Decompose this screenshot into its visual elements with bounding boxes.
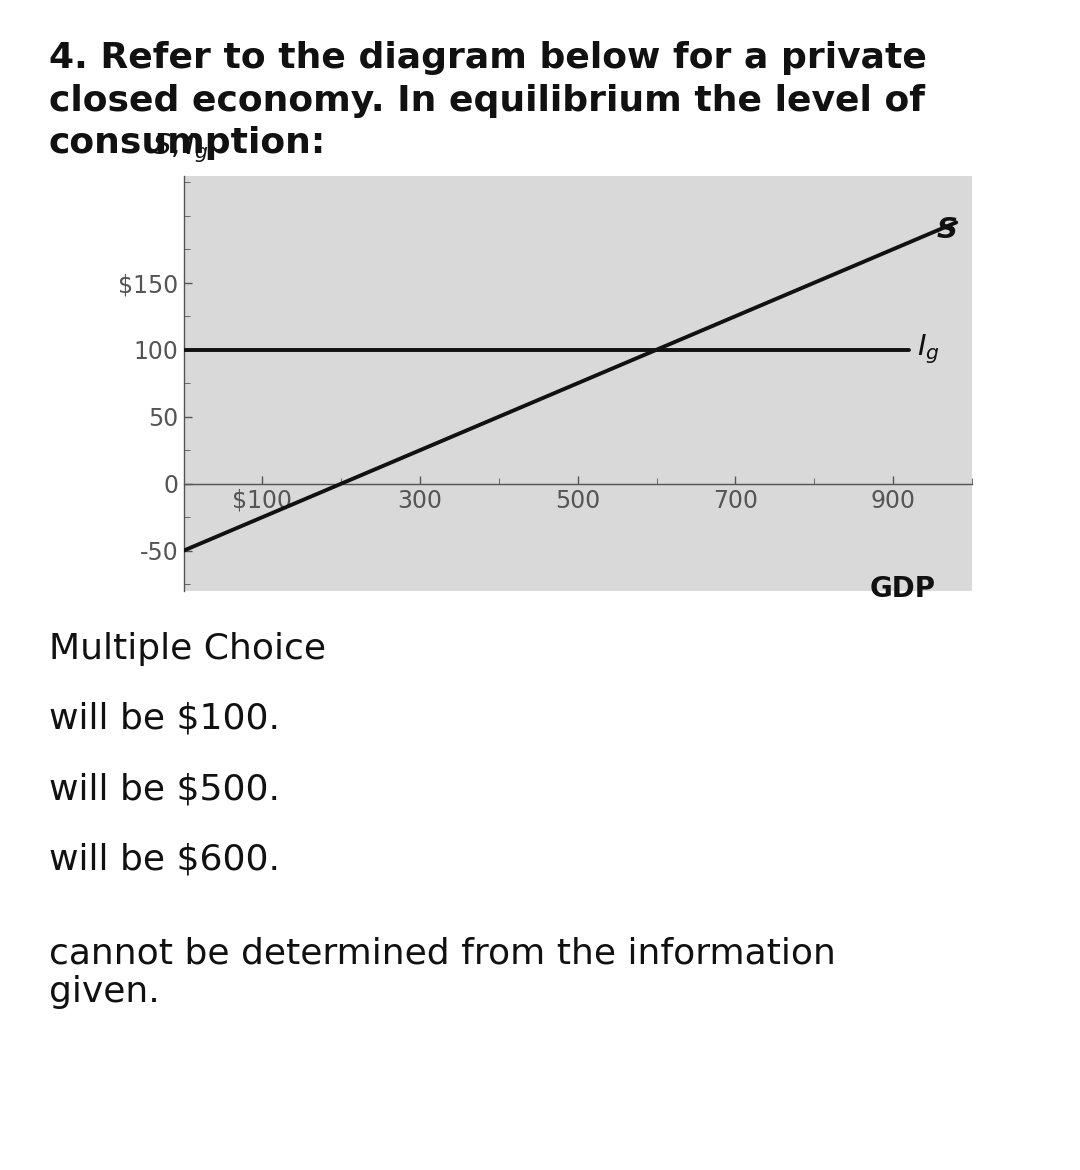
Text: closed economy. In equilibrium the level of: closed economy. In equilibrium the level… [49, 84, 924, 118]
Text: will be $500.: will be $500. [49, 772, 280, 806]
Text: will be $100.: will be $100. [49, 702, 280, 736]
Text: $S,I_g$: $S,I_g$ [152, 131, 208, 165]
Text: Multiple Choice: Multiple Choice [49, 632, 325, 666]
Text: consumption:: consumption: [49, 126, 326, 160]
Text: cannot be determined from the information
given.: cannot be determined from the informatio… [49, 936, 836, 1010]
Text: 4. Refer to the diagram below for a private: 4. Refer to the diagram below for a priv… [49, 41, 927, 75]
Text: $I_g$: $I_g$ [917, 333, 940, 366]
Text: GDP: GDP [869, 574, 935, 603]
Text: will be $600.: will be $600. [49, 842, 280, 876]
Text: S: S [936, 216, 958, 245]
